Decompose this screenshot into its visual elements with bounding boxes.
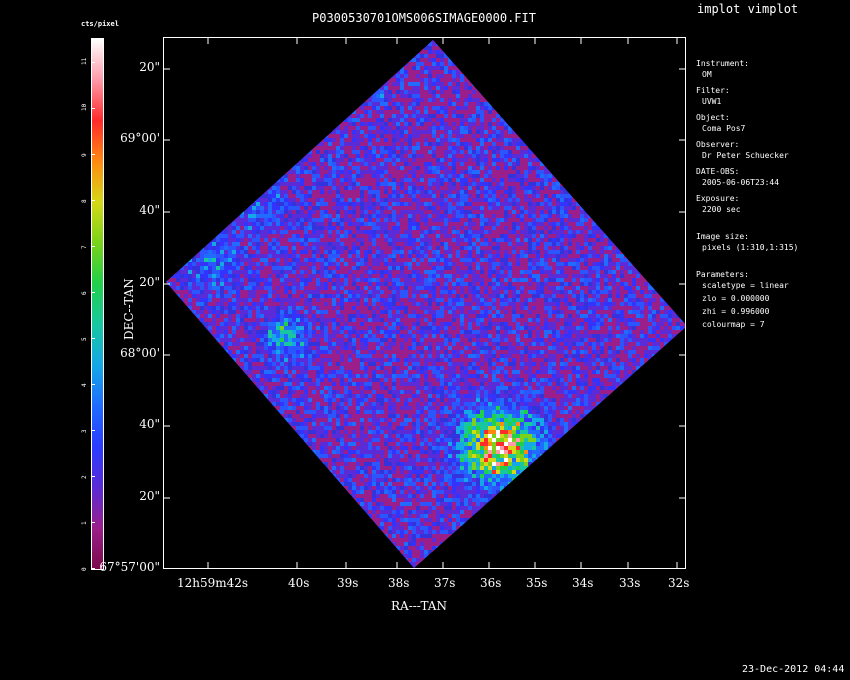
x-tick-label: 36s xyxy=(480,576,502,590)
y-tick-label: 20" xyxy=(139,489,160,503)
colorbar-tick-label: 1 xyxy=(81,521,88,525)
image-canvas xyxy=(164,38,687,570)
date-label: DATE-OBS: xyxy=(696,167,740,176)
instrument-label: Instrument: xyxy=(696,59,749,68)
image-size-label: Image size: xyxy=(696,232,749,241)
x-tick-label: 32s xyxy=(668,576,690,590)
colorbar-unit-label: cts/pixel xyxy=(81,20,119,28)
colorbar-tick-mark xyxy=(92,154,95,155)
colorbar-tick-mark xyxy=(92,430,95,431)
colorbar-tick-mark xyxy=(92,292,95,293)
colorbar-tick-label: 8 xyxy=(81,199,88,203)
observer-label: Observer: xyxy=(696,140,740,149)
x-tick-label: 39s xyxy=(337,576,359,590)
x-tick-label: 33s xyxy=(619,576,641,590)
y-tick-label: 40" xyxy=(139,203,160,217)
exposure-value: 2200 sec xyxy=(702,205,741,214)
y-tick-label: 68°00' xyxy=(120,346,160,360)
instrument-value: OM xyxy=(702,70,712,79)
colorbar-tick-label: 3 xyxy=(81,429,88,433)
param-scaletype: scaletype = linear xyxy=(702,281,789,290)
footer-timestamp: 23-Dec-2012 04:44 xyxy=(742,664,845,675)
y-tick-label: 20" xyxy=(139,275,160,289)
x-axis-label: RA---TAN xyxy=(391,599,447,613)
x-tick-label: 35s xyxy=(526,576,548,590)
object-value: Coma Pos7 xyxy=(702,124,746,133)
x-tick-label: 34s xyxy=(572,576,594,590)
colorbar-tick-label: 9 xyxy=(81,153,88,157)
colorbar-tick-mark xyxy=(92,62,95,63)
colorbar-tick-mark xyxy=(92,108,95,109)
colorbar-tick-mark xyxy=(92,568,95,569)
object-label: Object: xyxy=(696,113,730,122)
parameters-label: Parameters: xyxy=(696,270,749,279)
y-tick-label: 69°00' xyxy=(120,131,160,145)
image-pixels xyxy=(166,40,687,568)
colorbar-tick-mark xyxy=(92,246,95,247)
colorbar-tick-label: 5 xyxy=(81,337,88,341)
y-tick-label: 40" xyxy=(139,417,160,431)
colorbar-tick-mark xyxy=(92,476,95,477)
x-tick-label: 12h59m42s xyxy=(177,576,249,590)
observer-value: Dr Peter Schuecker xyxy=(702,151,789,160)
y-tick-label: 20" xyxy=(139,60,160,74)
image-size-value: pixels (1:310,1:315) xyxy=(702,243,799,252)
date-value: 2005-06-06T23:44 xyxy=(702,178,780,187)
colorbar-tick-mark xyxy=(92,338,95,339)
colorbar xyxy=(91,38,104,570)
colorbar-tick-mark xyxy=(92,522,95,523)
colorbar-tick-label: 10 xyxy=(81,103,88,111)
colorbar-tick-label: 4 xyxy=(81,383,88,387)
colorbar-tick-label: 2 xyxy=(81,475,88,479)
exposure-label: Exposure: xyxy=(696,194,740,203)
colorbar-tick-label: 6 xyxy=(81,291,88,295)
plot-frame xyxy=(163,37,687,570)
info-panel: Instrument: OM Filter: UVW1 Object: Coma… xyxy=(696,58,798,330)
x-tick-label: 40s xyxy=(288,576,310,590)
param-colourmap: colourmap = 7 xyxy=(702,320,765,329)
x-tick-label: 38s xyxy=(388,576,410,590)
colorbar-tick-mark xyxy=(92,384,95,385)
app-name: implot vimplot xyxy=(697,2,799,16)
axis-tick-marks xyxy=(164,38,685,570)
param-zlo: zlo = 0.000000 xyxy=(702,294,770,303)
y-axis-label: DEC--TAN xyxy=(122,278,136,340)
colorbar-tick-label: 11 xyxy=(81,57,88,65)
y-tick-label: 67°57'00" xyxy=(99,560,160,574)
x-tick-label: 37s xyxy=(434,576,456,590)
colorbar-tick-mark xyxy=(92,200,95,201)
filter-label: Filter: xyxy=(696,86,730,95)
image-title: P0300530701OMS006SIMAGE0000.FIT xyxy=(312,11,536,25)
param-zhi: zhi = 0.996000 xyxy=(702,307,770,316)
colorbar-tick-label: 7 xyxy=(81,245,88,249)
colorbar-tick-label: 0 xyxy=(81,567,88,571)
filter-value: UVW1 xyxy=(702,97,722,106)
